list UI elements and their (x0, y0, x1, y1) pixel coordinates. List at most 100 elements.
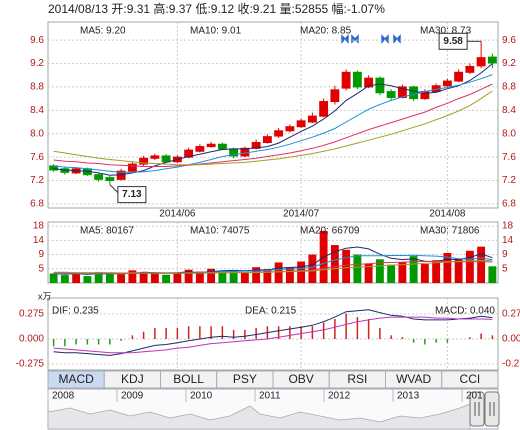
handle-grip (474, 402, 495, 416)
y-tick-label: 7.6 (502, 152, 516, 163)
candle-body (150, 155, 160, 159)
candle-body (442, 80, 452, 87)
candle-body (487, 56, 497, 64)
y-tick-label: 8.0 (502, 128, 516, 139)
macd-line (53, 316, 493, 354)
candle-body (454, 71, 464, 82)
volume-ma-line (53, 259, 493, 274)
price-panel (47, 21, 499, 209)
y-tick-label: 7.2 (502, 175, 516, 186)
legend-entry: DEA: 0.215 (245, 306, 297, 317)
y-tick-label: 14 (33, 235, 45, 246)
legend-entry: MACD: 0.040 (435, 306, 495, 317)
y-tick-label: 0.000 (502, 334, 520, 345)
volume-bar (184, 269, 193, 283)
volume-bar (285, 267, 294, 283)
volume-bar (173, 272, 182, 283)
year-label: 2012 (328, 391, 351, 402)
legend-entry: MA30: 71806 (420, 226, 480, 237)
volume-bar (308, 254, 317, 283)
tab-label: PSY (233, 372, 257, 386)
y-tick-label: 0.000 (19, 334, 44, 345)
navigator-area (47, 403, 471, 430)
annotation: 9.58 (443, 36, 463, 47)
y-tick-label: -0.275 (16, 359, 45, 370)
volume-bar (465, 250, 474, 283)
volume-bar (454, 258, 463, 283)
year-label: 2010 (190, 391, 213, 402)
volume-bar (105, 273, 114, 283)
volume-bar (387, 264, 396, 283)
volume-bar (240, 272, 249, 283)
tab[interactable] (441, 370, 499, 389)
header: 2014/08/13 开:9.31 高:9.37 低:9.12 收:9.21 量… (48, 1, 385, 16)
handle-left[interactable] (469, 391, 485, 427)
y-tick-label: 8.8 (30, 82, 44, 93)
ma-line (53, 90, 493, 166)
volume-bar (398, 262, 407, 283)
volume-bar (409, 256, 418, 283)
volume-panel (47, 221, 499, 284)
candle-body (364, 77, 374, 88)
candle-body (307, 115, 317, 123)
volume-bar (342, 249, 351, 283)
volume-bar (207, 268, 216, 283)
candle-body (352, 71, 362, 88)
navigator-handles[interactable] (469, 391, 500, 427)
y-tick-label: 18 (502, 221, 514, 232)
candle-body (476, 57, 486, 67)
candle-body (465, 65, 475, 73)
legend-entry: MA5: 80167 (80, 226, 134, 237)
candle-body (262, 136, 272, 143)
volume-bar (432, 260, 441, 283)
candle-body (94, 174, 104, 180)
candle-body (161, 155, 171, 163)
legend-entry: MA20: 66709 (300, 226, 360, 237)
candle-body (127, 163, 137, 172)
volume-bar (162, 274, 171, 283)
y-tick-label: 8.0 (30, 128, 44, 139)
y-tick-label: 5 (38, 263, 44, 274)
x-tick-label: 2014/07 (283, 209, 320, 220)
volume-bar (94, 271, 103, 283)
candle-body (397, 86, 407, 98)
y-tick-label: 6.8 (30, 199, 44, 210)
candle-body (409, 86, 419, 100)
y-tick-label: 9.2 (502, 58, 516, 69)
candle-body (330, 89, 340, 103)
volume-bar (364, 263, 373, 283)
year-label: 201 (466, 391, 483, 402)
legend-entry: MA30: 8.73 (420, 26, 472, 37)
volume-bar (252, 267, 261, 283)
legend-entry: MA10: 74075 (190, 226, 250, 237)
volume-bar (150, 273, 159, 283)
legend-entry: MA5: 9.20 (80, 26, 126, 37)
candle-body (139, 157, 149, 165)
volume-bar (72, 272, 81, 283)
y-tick-label: 18 (33, 221, 45, 232)
candle-body (195, 146, 205, 152)
volume-bar (297, 261, 306, 283)
ma-line (53, 83, 493, 167)
y-tick-label: 6.8 (502, 199, 516, 210)
candle-body (206, 143, 216, 148)
volume-bar (218, 270, 227, 283)
tab-label: MACD (58, 372, 94, 386)
y-tick-label: 8.4 (30, 105, 44, 116)
volume-bar (229, 270, 238, 283)
candle-body (184, 149, 194, 158)
tab-label: RSI (347, 372, 367, 386)
candle-body (251, 141, 261, 149)
candle-body (285, 126, 295, 132)
volume-bar (488, 266, 497, 283)
handle-right[interactable] (484, 391, 500, 427)
macd-panel (47, 297, 499, 371)
y-tick-label: 7.6 (30, 152, 44, 163)
year-label: 2008 (52, 391, 75, 402)
y-tick-label: 8.4 (502, 105, 516, 116)
y-tick-label: 5 (502, 263, 508, 274)
tab-label: CCI (460, 372, 481, 386)
volume-bar (353, 254, 362, 283)
volume-bar (477, 246, 486, 283)
